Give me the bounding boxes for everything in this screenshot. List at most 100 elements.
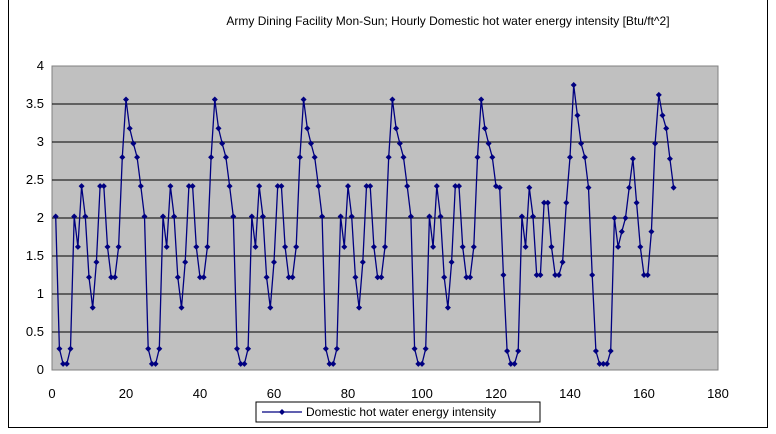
data-point [193, 243, 200, 250]
data-point [86, 274, 92, 281]
data-point [97, 183, 104, 190]
y-tick-label: 3 [37, 134, 44, 149]
data-point [245, 345, 252, 352]
data-point [578, 140, 585, 147]
data-point [367, 183, 374, 190]
data-point [452, 183, 459, 190]
data-point [163, 243, 170, 250]
data-point [567, 154, 573, 161]
y-tick-label: 2 [37, 210, 44, 225]
data-point [611, 215, 618, 221]
data-point [552, 272, 559, 278]
data-point [607, 348, 614, 354]
data-point [226, 183, 233, 190]
series-line [55, 84, 675, 365]
data-point [160, 213, 166, 220]
data-point [145, 345, 152, 352]
data-point [574, 112, 581, 119]
data-point [304, 125, 311, 132]
data-point [563, 199, 570, 206]
data-point [156, 345, 163, 352]
data-point [56, 345, 63, 352]
data-point [308, 140, 314, 147]
data-point [267, 304, 274, 311]
data-point [337, 213, 344, 220]
x-axis-ticks: 0 20 40 60 80 100 120 140 160 180 [48, 386, 728, 401]
data-point [515, 348, 522, 354]
data-point [404, 183, 411, 190]
data-point [618, 228, 625, 235]
data-point [533, 272, 540, 278]
data-point [592, 348, 599, 354]
y-tick-label: 4 [37, 58, 44, 73]
data-point [248, 213, 255, 220]
data-point [108, 274, 115, 281]
data-point [489, 154, 496, 161]
data-point [637, 243, 644, 250]
data-point [633, 199, 640, 206]
data-point [130, 140, 137, 147]
data-point [282, 243, 289, 250]
data-point [241, 360, 248, 367]
data-point [104, 243, 111, 250]
data-point [185, 183, 192, 190]
data-point [359, 259, 366, 266]
data-point [263, 274, 270, 281]
data-point [478, 96, 485, 103]
data-point [67, 345, 74, 352]
y-tick-label: 1 [37, 286, 44, 301]
x-tick-label: 80 [341, 386, 355, 401]
data-point [115, 243, 122, 250]
data-point [74, 243, 81, 250]
data-point [507, 360, 514, 367]
x-tick-label: 180 [707, 386, 729, 401]
data-point [581, 154, 588, 161]
data-point [274, 183, 281, 190]
data-point [78, 183, 85, 190]
data-point [322, 345, 329, 352]
data-point [182, 259, 189, 266]
data-point [585, 184, 592, 191]
data-point [396, 140, 403, 147]
data-point [444, 304, 451, 311]
data-point [234, 345, 240, 352]
data-point [126, 125, 133, 132]
data-point [415, 360, 422, 367]
data-point [596, 360, 603, 367]
data-point [285, 274, 292, 281]
x-tick-label: 100 [411, 386, 433, 401]
data-point [63, 360, 70, 367]
data-point [626, 184, 633, 191]
data-point [71, 213, 78, 220]
data-point [526, 184, 533, 191]
data-point [319, 213, 326, 220]
data-point [419, 360, 425, 367]
data-point [518, 213, 525, 220]
data-point [204, 243, 211, 250]
data-point [537, 272, 544, 278]
y-tick-label: 2.5 [26, 172, 44, 187]
data-point [541, 199, 548, 206]
series-layer [52, 82, 677, 367]
data-point [148, 360, 155, 367]
data-point [352, 274, 359, 281]
data-point [330, 360, 337, 367]
data-point [370, 243, 377, 250]
data-point [530, 213, 536, 220]
y-tick-label: 0.5 [26, 324, 44, 339]
data-point [171, 213, 178, 220]
data-point [174, 274, 181, 281]
y-tick-label: 1.5 [26, 248, 44, 263]
data-point [134, 154, 141, 161]
data-point [430, 243, 437, 250]
x-tick-label: 140 [559, 386, 581, 401]
data-point [326, 360, 333, 367]
data-point [278, 183, 285, 190]
data-point [60, 360, 67, 367]
data-point [374, 274, 381, 281]
chart-frame [8, 0, 768, 428]
data-point [448, 259, 455, 266]
data-point [615, 243, 622, 250]
data-point [93, 259, 100, 266]
data-point [559, 259, 566, 266]
